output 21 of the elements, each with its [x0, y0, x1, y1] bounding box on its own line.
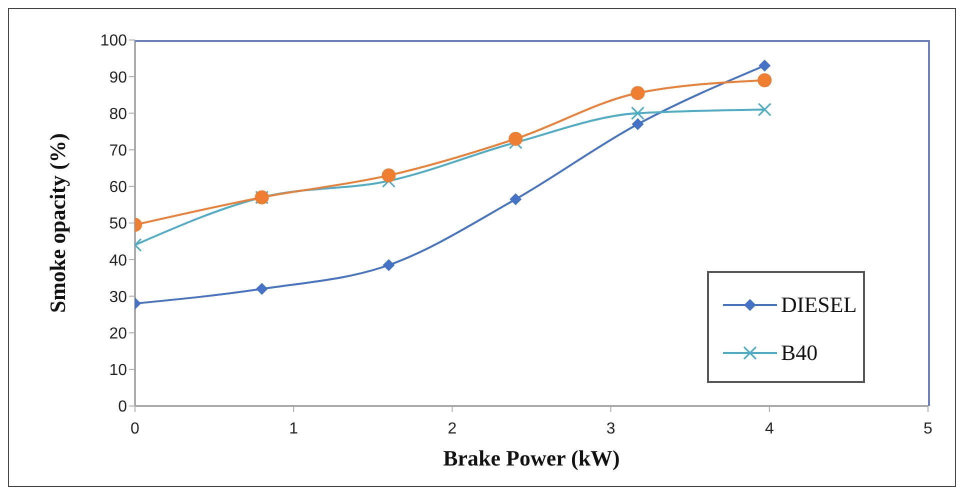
y-tick-label: 60 [109, 179, 128, 196]
legend-label: DIESEL [781, 292, 857, 318]
x-tick-label: 0 [130, 420, 140, 438]
x-tick-label: 1 [289, 420, 298, 438]
y-tick-label: 70 [109, 142, 128, 160]
y-tick-label: 100 [100, 32, 128, 50]
x-tick-label: 5 [924, 420, 933, 438]
y-tick-label: 0 [118, 398, 128, 416]
y-tick-label: 20 [109, 325, 128, 342]
y-tick-label: 40 [109, 252, 128, 270]
x-axis-title: Brake Power (kW) [443, 446, 620, 471]
legend-label: B40 [781, 340, 818, 366]
y-tick-label: 30 [109, 288, 128, 306]
y-axis-title: Smoke opacity (%) [44, 133, 70, 313]
x-tick-label: 2 [448, 420, 457, 438]
y-tick-label: 90 [109, 69, 128, 86]
x-tick-label: 4 [764, 420, 774, 438]
x-tick-label: 3 [606, 420, 616, 438]
y-tick-label: 50 [109, 216, 128, 233]
y-tick-label: 80 [109, 106, 128, 123]
y-tick-label: 10 [109, 362, 128, 380]
